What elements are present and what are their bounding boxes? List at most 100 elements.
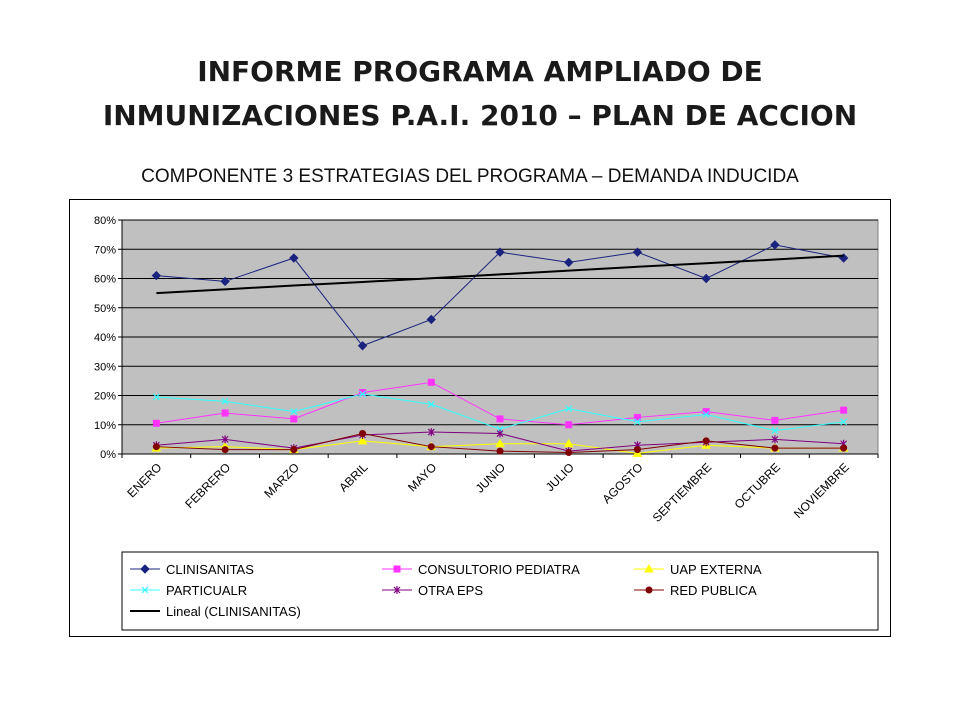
x-tick-label: JUNIO [473, 460, 508, 495]
page-subtitle: COMPONENTE 3 ESTRATEGIAS DEL PROGRAMA – … [141, 166, 799, 187]
data-point [427, 443, 435, 451]
data-point [152, 443, 160, 451]
x-tick-label: OCTUBRE [732, 460, 783, 511]
chart-area: 0% 10% 20% 30% 40% 50% 60% 70% 80% ENERO FEBRERO MA… [69, 199, 891, 637]
data-point [221, 397, 229, 405]
x-tick-label: MAYO [405, 460, 439, 494]
legend-entry: OTRA EPS [382, 583, 483, 598]
data-point [771, 427, 779, 435]
data-point [221, 435, 229, 444]
data-point [496, 415, 504, 423]
data-point [771, 444, 779, 452]
series-clinisanitas [151, 240, 849, 351]
legend-label: OTRA EPS [418, 583, 483, 598]
data-point [840, 418, 848, 426]
data-point [701, 273, 711, 284]
data-point [152, 393, 160, 401]
data-point [290, 446, 298, 454]
data-point [564, 257, 574, 268]
legend-label: Lineal (CLINISANITAS) [166, 604, 301, 619]
data-point [427, 378, 435, 386]
x-tick-label: FEBRERO [182, 460, 233, 511]
line-chart: 0% 10% 20% 30% 40% 50% 60% 70% 80% ENERO FEBRERO MA… [94, 215, 879, 631]
legend-label: CONSULTORIO PEDIATRA [418, 562, 580, 577]
legend-label: RED PUBLICA [670, 583, 757, 598]
title-line-1: INFORME PROGRAMA AMPLIADO DE [197, 55, 763, 88]
legend-label: CLINISANITAS [166, 562, 254, 577]
series-red-publica [152, 430, 848, 457]
legend [121, 551, 879, 631]
x-tick-label: SEPTIEMBRE [650, 460, 715, 525]
data-point [840, 444, 848, 452]
y-tick-label: 10% [94, 420, 116, 432]
data-point [289, 253, 299, 263]
legend-entry: RED PUBLICA [634, 583, 757, 598]
data-point [427, 400, 435, 408]
data-point [426, 314, 436, 325]
legend-label: UAP EXTERNA [670, 562, 762, 577]
data-point [770, 240, 780, 250]
data-point [357, 341, 368, 351]
series-lineal-clinisanitas [156, 254, 844, 295]
data-point [427, 428, 435, 437]
series-particualr [152, 390, 848, 435]
data-point [565, 405, 573, 413]
data-point [221, 446, 229, 454]
data-point [290, 415, 298, 423]
data-point [633, 413, 641, 421]
data-point [565, 449, 573, 457]
data-point [290, 408, 298, 416]
data-point [633, 446, 641, 454]
y-tick-label: 50% [94, 303, 116, 315]
data-point [359, 390, 366, 398]
y-tick-label: 20% [94, 391, 116, 403]
data-point [495, 247, 505, 257]
data-point [359, 389, 367, 397]
data-point [393, 565, 401, 573]
data-point [645, 586, 653, 594]
data-point [563, 438, 574, 448]
data-point [840, 406, 848, 414]
trendline [156, 254, 844, 295]
y-tick-label: 60% [94, 274, 116, 286]
y-tick-label: 40% [94, 332, 116, 344]
data-point [771, 435, 779, 444]
data-point [357, 435, 368, 445]
data-point [634, 418, 641, 426]
data-point [771, 416, 779, 424]
legend-entry: Lineal (CLINISANITAS) [130, 604, 301, 619]
y-tick-label: 80% [94, 215, 116, 227]
legend-label: PARTICUALR [166, 583, 247, 598]
data-point [702, 411, 710, 418]
x-tick-label: MARZO [261, 460, 302, 501]
series-consultorio-pediatra [152, 378, 848, 429]
x-tick-label: AGOSTO [600, 460, 646, 506]
x-tick-label: JULIO [543, 460, 577, 494]
y-tick-label: 70% [94, 244, 116, 256]
x-tick-label: ABRIL [336, 460, 371, 495]
legend-entry: CONSULTORIO PEDIATRA [382, 562, 580, 577]
y-tick-label: 0% [100, 449, 116, 461]
legend-entry: PARTICUALR [130, 583, 247, 598]
x-tick-label: NOVIEMBRE [791, 460, 852, 521]
data-point [141, 586, 149, 594]
data-point [565, 421, 573, 429]
data-point [359, 430, 367, 438]
data-point [495, 438, 505, 448]
page-title: INFORME PROGRAMA AMPLIADO DE INMUNIZACIO… [0, 50, 960, 138]
data-point [140, 564, 150, 574]
legend-entry: UAP EXTERNA [634, 562, 762, 577]
data-point [151, 270, 162, 281]
data-point [632, 247, 643, 257]
data-point [496, 447, 504, 455]
data-point [221, 409, 229, 417]
title-line-2: INMUNIZACIONES P.A.I. 2010 – PLAN DE ACC… [102, 99, 858, 132]
data-point [220, 276, 230, 287]
legend-entry: CLINISANITAS [130, 562, 254, 577]
data-point [702, 437, 710, 445]
data-point [496, 429, 504, 438]
data-point [393, 586, 401, 594]
data-point [152, 419, 160, 427]
data-point [644, 563, 654, 573]
x-tick-label: ENERO [124, 460, 164, 500]
